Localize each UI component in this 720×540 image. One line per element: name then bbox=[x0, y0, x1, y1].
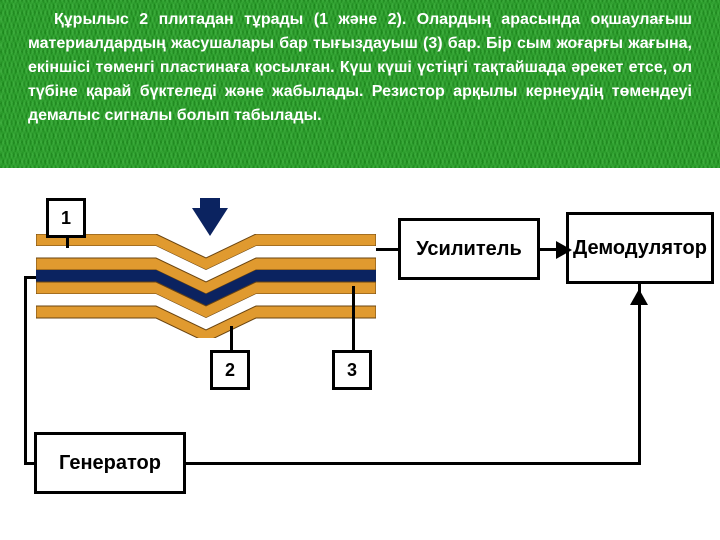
sensor-diagram: 1 2 3 Усилитель Демодулятор Генератор bbox=[0, 168, 720, 540]
generator-block: Генератор bbox=[34, 432, 186, 494]
label-2-text: 2 bbox=[225, 360, 235, 381]
wire-left-v bbox=[24, 276, 27, 464]
wire-left-top bbox=[24, 276, 36, 279]
label-3-text: 3 bbox=[347, 360, 357, 381]
label-3: 3 bbox=[332, 350, 372, 390]
description-panel: Құрылыс 2 плитадан тұрады (1 және 2). Ол… bbox=[0, 0, 720, 168]
arrow-into-demod-icon bbox=[630, 289, 648, 305]
label-1-text: 1 bbox=[61, 208, 71, 229]
amplifier-block: Усилитель bbox=[398, 218, 540, 280]
amplifier-label: Усилитель bbox=[416, 238, 522, 261]
label-1-leader bbox=[66, 238, 69, 248]
demodulator-block: Демодулятор bbox=[566, 212, 714, 284]
force-arrow-icon bbox=[192, 208, 228, 236]
wire-gen-demod-h bbox=[186, 462, 640, 465]
label-2: 2 bbox=[210, 350, 250, 390]
generator-label: Генератор bbox=[59, 452, 161, 475]
sensor-svg bbox=[36, 234, 376, 338]
sensor-plates bbox=[36, 234, 376, 338]
demodulator-label: Демодулятор bbox=[573, 237, 707, 260]
wire-gen-demod-v bbox=[638, 284, 641, 465]
description-text: Құрылыс 2 плитадан тұрады (1 және 2). Ол… bbox=[28, 8, 692, 128]
label-3-leader bbox=[352, 286, 355, 350]
label-1: 1 bbox=[46, 198, 86, 238]
label-2-leader bbox=[230, 326, 233, 350]
wire-sensor-amp bbox=[376, 248, 398, 251]
wire-left-to-gen bbox=[24, 462, 34, 465]
arrow-amp-demod-icon bbox=[556, 241, 572, 259]
